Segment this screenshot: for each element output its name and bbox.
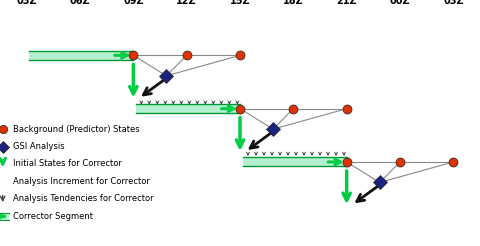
Bar	[0, 213, 9, 220]
Bar	[136, 104, 240, 113]
Text: 12Z: 12Z	[176, 0, 197, 6]
Text: 03Z: 03Z	[16, 0, 37, 6]
Text: 15Z: 15Z	[230, 0, 250, 6]
Text: Initial States for Corrector: Initial States for Corrector	[13, 159, 122, 169]
Text: 09Z: 09Z	[123, 0, 144, 6]
Bar	[243, 157, 347, 167]
Text: GSI Analysis: GSI Analysis	[13, 142, 65, 151]
Text: Background (Predictor) States: Background (Predictor) States	[13, 125, 140, 134]
Text: 21Z: 21Z	[336, 0, 357, 6]
Text: Analysis Tendencies for Corrector: Analysis Tendencies for Corrector	[13, 194, 154, 203]
Bar	[29, 51, 133, 60]
Text: 03Z: 03Z	[443, 0, 464, 6]
Text: Corrector Segment: Corrector Segment	[13, 212, 93, 221]
Text: 06Z: 06Z	[70, 0, 90, 6]
Text: Analysis Increment for Corrector: Analysis Increment for Corrector	[13, 177, 150, 186]
Text: 18Z: 18Z	[283, 0, 304, 6]
Text: 00Z: 00Z	[390, 0, 410, 6]
